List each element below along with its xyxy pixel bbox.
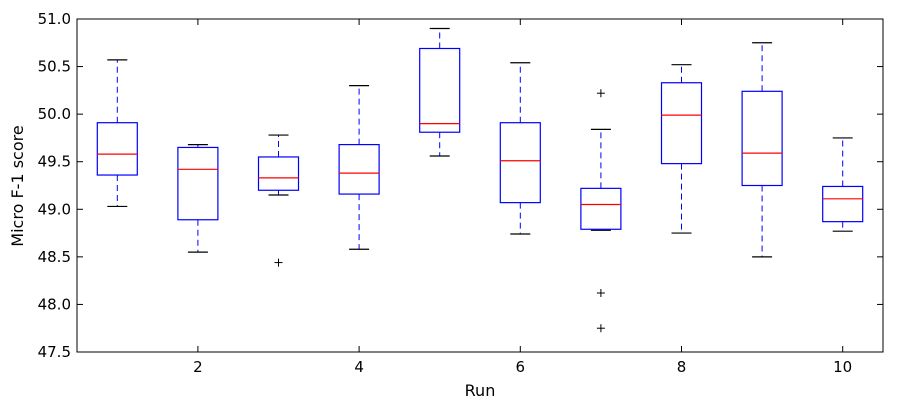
box-group-run-6 bbox=[499, 62, 541, 235]
iqr-box bbox=[96, 122, 138, 176]
box-group-run-4 bbox=[338, 84, 380, 250]
y-tick-label: 49.0 bbox=[38, 200, 71, 218]
box-group-run-10 bbox=[822, 137, 864, 232]
x-tick-label: 4 bbox=[354, 358, 364, 376]
iqr-box bbox=[580, 187, 622, 230]
plot-layer bbox=[96, 27, 864, 333]
x-tick-label: 10 bbox=[833, 358, 852, 376]
x-tick-label: 8 bbox=[677, 358, 687, 376]
outlier-marker bbox=[596, 89, 605, 98]
y-tick-label: 50.5 bbox=[38, 58, 71, 76]
y-tick-label: 49.5 bbox=[38, 153, 71, 171]
outlier-marker bbox=[274, 258, 283, 267]
box-group-run-5 bbox=[419, 27, 461, 157]
iqr-box bbox=[499, 122, 541, 204]
iqr-box bbox=[419, 47, 461, 133]
x-tick-label: 6 bbox=[516, 358, 526, 376]
iqr-box bbox=[257, 156, 300, 191]
iqr-box bbox=[822, 185, 864, 223]
box-group-run-8 bbox=[660, 64, 703, 234]
iqr-box bbox=[660, 82, 703, 165]
y-tick-label: 48.0 bbox=[38, 295, 71, 313]
box-group-run-3 bbox=[257, 134, 300, 267]
ticks-layer: 2 4 6 8 10 47.5 48.0 48.5 49.0 49.5 50.0 50.5 51.0 bbox=[38, 10, 883, 376]
y-tick-label: 50.0 bbox=[38, 105, 71, 123]
y-tick-label: 48.5 bbox=[38, 248, 71, 266]
box-group-run-2 bbox=[177, 143, 219, 253]
iqr-box bbox=[338, 143, 380, 195]
box-group-run-7 bbox=[580, 89, 622, 333]
x-tick-label: 2 bbox=[193, 358, 203, 376]
plot-frame bbox=[76, 18, 884, 353]
box-group-run-1 bbox=[96, 59, 138, 208]
box-group-run-9 bbox=[741, 42, 783, 258]
y-axis-label: Micro F-1 score bbox=[8, 125, 27, 246]
x-axis-label: Run bbox=[465, 381, 496, 400]
outlier-marker bbox=[596, 289, 605, 298]
outlier-marker bbox=[596, 324, 605, 333]
y-tick-label: 51.0 bbox=[38, 10, 71, 28]
iqr-box bbox=[741, 90, 783, 187]
iqr-box bbox=[177, 146, 219, 221]
y-tick-label: 47.5 bbox=[38, 343, 71, 361]
